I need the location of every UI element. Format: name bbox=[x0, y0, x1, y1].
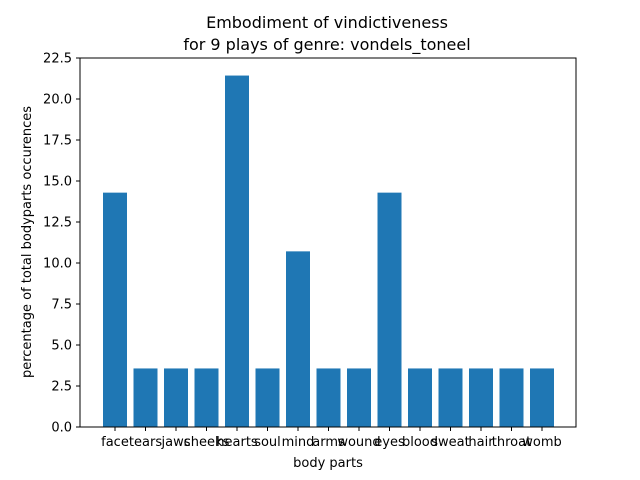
bar-throat bbox=[499, 368, 524, 427]
bar-hair bbox=[469, 368, 493, 427]
y-tick-label-2: 5.0 bbox=[51, 339, 72, 354]
bar-hearts bbox=[225, 75, 249, 428]
y-tick-label-6: 15.0 bbox=[43, 175, 72, 190]
y-tick-label-9: 22.5 bbox=[43, 52, 72, 67]
x-tick-label-hearts: hearts bbox=[216, 435, 258, 450]
x-tick-label-jaws: jaws bbox=[161, 435, 191, 450]
y-tick-label-3: 7.5 bbox=[51, 298, 72, 313]
y-tick-label-8: 20.0 bbox=[43, 93, 72, 108]
x-tick-label-arms: arms bbox=[312, 435, 345, 450]
x-tick-label-womb: womb bbox=[522, 435, 562, 450]
chart-title-line-1: Embodiment of vindictiveness bbox=[206, 13, 448, 32]
bar-face bbox=[103, 192, 127, 427]
x-tick-label-mind: mind bbox=[282, 435, 315, 450]
bar-soul bbox=[255, 368, 280, 427]
x-tick-label-cheeks: cheeks bbox=[184, 435, 230, 450]
x-tick-label-eyes: eyes bbox=[374, 435, 405, 450]
bar-sweat bbox=[438, 368, 463, 427]
x-tick-label-wound: wound bbox=[337, 435, 380, 450]
bar-arms bbox=[316, 368, 341, 427]
y-tick-label-7: 17.5 bbox=[43, 134, 72, 149]
x-tick-label-hair: hair bbox=[468, 435, 494, 450]
x-tick-label-face: face bbox=[101, 435, 129, 450]
y-axis-label: percentage of total bodyparts occurences bbox=[20, 106, 35, 378]
bar-womb bbox=[530, 368, 554, 427]
y-tick-label-1: 2.5 bbox=[51, 380, 72, 395]
chart-title-line-2: for 9 plays of genre: vondels_toneel bbox=[183, 35, 470, 55]
bars-group bbox=[103, 75, 554, 428]
y-tick-label-4: 10.0 bbox=[43, 257, 72, 272]
bar-tears bbox=[133, 368, 158, 427]
bar-mind bbox=[286, 251, 310, 427]
x-tick-label-throat: throat bbox=[492, 435, 531, 450]
x-axis-label: body parts bbox=[293, 456, 363, 471]
x-tick-label-sweat: sweat bbox=[431, 435, 469, 450]
bar-eyes bbox=[377, 192, 402, 427]
bar-jaws bbox=[164, 368, 188, 427]
y-tick-label-5: 12.5 bbox=[43, 216, 72, 231]
x-tick-label-tears: tears bbox=[129, 435, 162, 450]
bar-cheeks bbox=[194, 368, 219, 427]
bar-blood bbox=[408, 368, 432, 427]
y-tick-label-0: 0.0 bbox=[51, 421, 72, 436]
y-axis: 0.0 2.5 5.0 7.5 10.0 12.5 15.0 17.5 20.0 22.5 bbox=[43, 52, 80, 436]
bar-wound bbox=[347, 368, 371, 427]
plot-frame bbox=[79, 57, 577, 428]
x-tick-label-soul: soul bbox=[254, 435, 281, 450]
x-tick-label-blood: blood bbox=[402, 435, 438, 450]
